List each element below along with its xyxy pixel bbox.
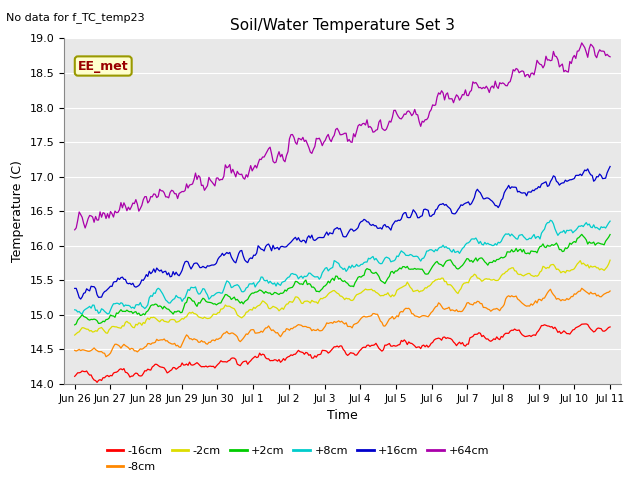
+2cm: [578, 231, 586, 237]
+64cm: [71, 227, 79, 233]
+8cm: [71, 307, 79, 312]
-8cm: [138, 346, 146, 352]
+8cm: [138, 303, 146, 309]
+64cm: [230, 170, 238, 176]
Line: -16cm: -16cm: [75, 324, 610, 383]
-16cm: [259, 351, 266, 357]
-8cm: [579, 287, 587, 292]
Y-axis label: Temperature (C): Temperature (C): [11, 160, 24, 262]
Line: +2cm: +2cm: [75, 234, 610, 325]
-16cm: [138, 373, 146, 379]
-2cm: [230, 306, 238, 312]
-8cm: [578, 286, 586, 291]
+16cm: [307, 235, 314, 241]
+64cm: [136, 205, 144, 211]
-2cm: [577, 258, 584, 264]
X-axis label: Time: Time: [327, 409, 358, 422]
+16cm: [606, 164, 614, 169]
-2cm: [248, 307, 256, 313]
-8cm: [71, 348, 79, 353]
-2cm: [305, 299, 313, 305]
Line: +16cm: +16cm: [75, 167, 610, 299]
-2cm: [71, 332, 79, 338]
+2cm: [606, 232, 614, 238]
-16cm: [250, 355, 257, 360]
+2cm: [71, 322, 79, 328]
+64cm: [577, 45, 584, 50]
Title: Soil/Water Temperature Set 3: Soil/Water Temperature Set 3: [230, 18, 455, 33]
-8cm: [250, 327, 257, 333]
Line: -2cm: -2cm: [75, 260, 610, 335]
Text: EE_met: EE_met: [78, 60, 129, 72]
Line: -8cm: -8cm: [75, 288, 610, 357]
-2cm: [257, 300, 265, 306]
+2cm: [577, 233, 584, 239]
-2cm: [136, 320, 144, 326]
+8cm: [547, 217, 554, 223]
+8cm: [232, 282, 239, 288]
Line: +64cm: +64cm: [75, 43, 610, 230]
-16cm: [578, 321, 586, 327]
+16cm: [578, 173, 586, 179]
+8cm: [259, 275, 266, 280]
-8cm: [259, 329, 266, 335]
+8cm: [606, 218, 614, 224]
+16cm: [259, 247, 266, 252]
+64cm: [606, 54, 614, 60]
+2cm: [230, 294, 238, 300]
+16cm: [138, 277, 146, 283]
+2cm: [305, 281, 313, 287]
-16cm: [232, 357, 239, 362]
-16cm: [307, 352, 314, 358]
+64cm: [578, 40, 586, 46]
+2cm: [248, 290, 256, 296]
-16cm: [93, 380, 101, 385]
+2cm: [257, 288, 265, 293]
-16cm: [71, 373, 79, 379]
+64cm: [305, 144, 313, 150]
+16cm: [71, 286, 79, 291]
+16cm: [232, 260, 239, 266]
+8cm: [250, 280, 257, 286]
Line: +8cm: +8cm: [75, 220, 610, 314]
+8cm: [104, 311, 111, 317]
-2cm: [606, 257, 614, 263]
Legend: -16cm, -8cm, -2cm, +2cm, +8cm, +16cm, +64cm: -16cm, -8cm, -2cm, +2cm, +8cm, +16cm, +6…: [102, 442, 493, 476]
+64cm: [248, 168, 256, 174]
-16cm: [606, 324, 614, 330]
+16cm: [250, 252, 257, 258]
-16cm: [582, 321, 590, 327]
+2cm: [136, 312, 144, 318]
-8cm: [102, 354, 110, 360]
+8cm: [579, 224, 587, 229]
+16cm: [77, 296, 84, 302]
-8cm: [307, 325, 314, 331]
-8cm: [232, 332, 239, 338]
+8cm: [307, 270, 314, 276]
Text: No data for f_TC_temp23: No data for f_TC_temp23: [6, 12, 145, 23]
-8cm: [606, 288, 614, 294]
+64cm: [257, 156, 265, 162]
